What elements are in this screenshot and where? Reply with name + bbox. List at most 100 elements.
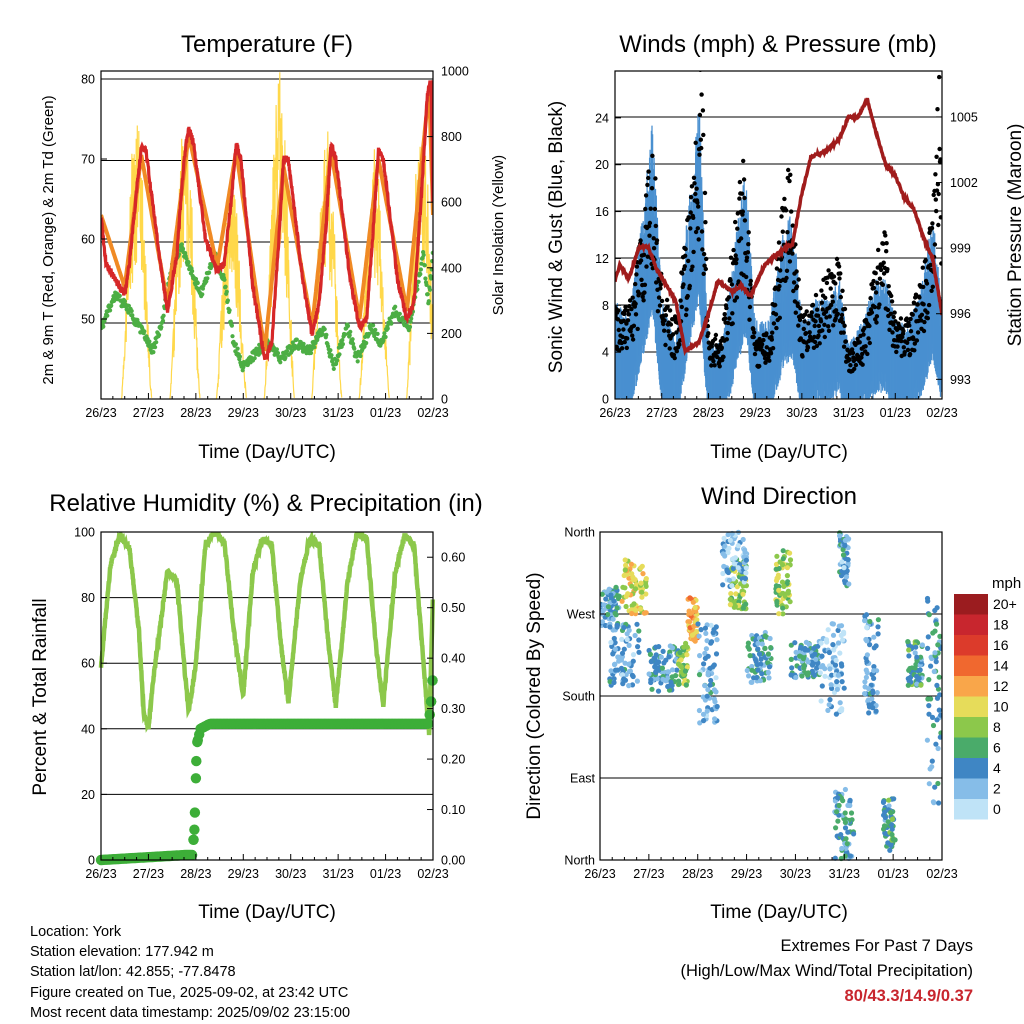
direction-point <box>834 809 840 815</box>
direction-point <box>626 627 632 634</box>
figure-created: Figure created on Tue, 2025-09-02, at 23… <box>30 984 349 1001</box>
gust-point <box>898 316 904 321</box>
dewpoint-point <box>301 341 306 346</box>
dewpoint-point <box>296 346 301 351</box>
rh-xtick-label: 26/23 <box>85 867 116 881</box>
direction-point <box>776 611 782 617</box>
direction-point <box>640 571 646 577</box>
direction-point <box>863 612 870 618</box>
gust-point <box>625 336 630 341</box>
gust-point <box>826 268 831 273</box>
dewpoint-point <box>157 332 162 338</box>
gust-point <box>860 351 865 357</box>
gust-point <box>838 294 843 300</box>
gust-point <box>926 302 932 308</box>
gust-point <box>774 325 779 331</box>
dewpoint-point <box>233 342 238 347</box>
gust-point <box>649 186 655 191</box>
gust-point <box>914 338 920 343</box>
gust-point <box>933 172 938 177</box>
direction-point <box>825 627 831 633</box>
dewpoint-point <box>407 324 413 329</box>
gust-point <box>712 336 718 342</box>
gust-point <box>653 223 658 229</box>
dewpoint-point <box>335 358 340 363</box>
direction-point <box>913 644 919 650</box>
gust-point <box>656 295 662 300</box>
gust-point <box>732 298 737 303</box>
gust-point <box>929 225 935 231</box>
direction-point <box>847 853 854 859</box>
direction-point <box>793 674 799 681</box>
winds-xtick-label: 28/23 <box>693 406 724 420</box>
direction-point <box>924 737 931 743</box>
direction-point <box>622 585 628 591</box>
direction-point <box>732 603 738 610</box>
winds-ytick-label: 24 <box>595 111 609 125</box>
direction-point <box>817 670 823 676</box>
direction-point <box>616 658 622 664</box>
direction-point <box>726 545 732 551</box>
direction-point <box>624 636 630 643</box>
direction-point <box>766 664 773 670</box>
gust-point <box>881 241 886 246</box>
gust-point <box>652 206 658 212</box>
gust-point <box>733 219 738 225</box>
direction-point <box>874 690 880 696</box>
direction-point <box>766 675 772 681</box>
gust-point <box>934 154 939 159</box>
direction-point <box>652 664 658 670</box>
direction-point <box>938 645 942 651</box>
gust-point <box>619 346 625 351</box>
gust-point <box>641 252 647 257</box>
gust-point <box>907 323 912 328</box>
direction-point <box>701 718 707 724</box>
gust-point <box>824 315 829 320</box>
direction-point <box>683 682 689 688</box>
direction-point <box>834 679 840 685</box>
direction-point <box>851 831 857 837</box>
gust-point <box>816 323 822 329</box>
gust-point <box>939 261 942 266</box>
winds-xtick-label: 27/23 <box>646 406 677 420</box>
direction-point <box>837 700 843 706</box>
gust-point <box>770 330 775 335</box>
direction-point <box>743 565 749 571</box>
direction-point <box>805 659 811 665</box>
gust-point <box>761 337 766 343</box>
gust-point <box>633 281 638 287</box>
gust-point <box>747 304 753 310</box>
gust-point <box>702 190 708 196</box>
direction-point <box>833 825 839 831</box>
direction-point <box>819 653 825 659</box>
gust-point <box>900 334 905 340</box>
gust-point <box>667 308 673 313</box>
precip-series <box>95 675 438 866</box>
direction-point <box>773 566 779 572</box>
gust-point <box>830 299 835 304</box>
gust-point <box>835 311 840 317</box>
gust-point <box>719 345 724 350</box>
gust-point <box>803 331 809 336</box>
direction-point <box>864 652 871 658</box>
direction-point <box>826 649 833 656</box>
direction-point <box>630 673 636 680</box>
direction-point <box>937 734 942 740</box>
direction-point <box>882 814 889 821</box>
direction-point <box>600 591 605 597</box>
direction-point <box>914 654 920 660</box>
dewpoint-point <box>418 272 423 277</box>
direction-point <box>727 602 734 608</box>
gust-point <box>834 256 840 262</box>
gust-point <box>701 132 706 138</box>
direction-point <box>615 654 621 660</box>
gust-point <box>626 312 632 317</box>
colorbar-swatch <box>954 758 988 779</box>
direction-point <box>926 703 932 709</box>
direction-point <box>875 624 881 630</box>
direction-point <box>842 786 849 793</box>
gust-point <box>839 312 845 318</box>
direction-point <box>708 677 714 684</box>
direction-point <box>933 741 939 747</box>
gust-point <box>647 233 652 238</box>
